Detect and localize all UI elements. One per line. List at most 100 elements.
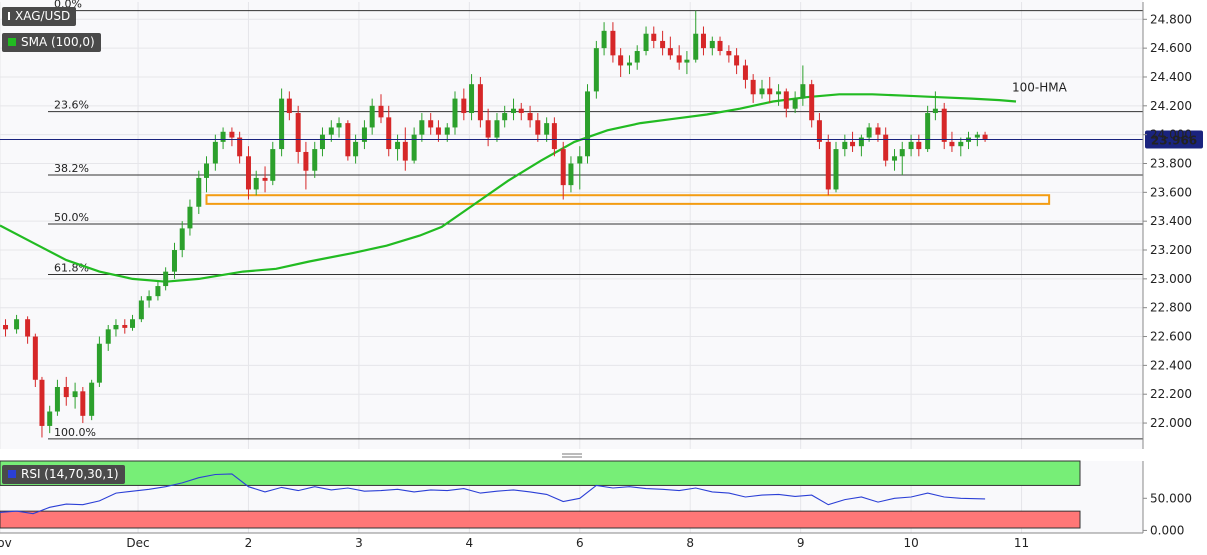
candle <box>80 386 86 424</box>
candle-body <box>544 123 550 135</box>
symbol-badge[interactable]: XAG/USD <box>2 7 77 26</box>
candle <box>551 117 557 157</box>
candle <box>245 146 251 200</box>
rsi-badge[interactable]: RSI (14,70,30,1) <box>2 465 125 484</box>
candle <box>759 79 765 99</box>
candle-body <box>759 88 765 95</box>
rsi-overbought-zone <box>0 460 1081 486</box>
candle-body <box>560 149 566 186</box>
candle-body <box>908 141 914 150</box>
candle-body <box>792 98 798 109</box>
candle-body <box>3 324 9 330</box>
candle-body <box>353 141 359 157</box>
candle-body <box>196 177 202 207</box>
candle-body <box>925 113 931 150</box>
candle-body <box>593 48 599 92</box>
candle-body <box>618 55 624 66</box>
price-tick-label: 23.400 <box>1150 214 1192 228</box>
sma-badge[interactable]: SMA (100,0) <box>2 33 101 52</box>
candle-body <box>535 120 541 135</box>
price-y-axis: 22.000 22.200 22.400 22.600 22.800 23.000 23.2… <box>1142 2 1192 449</box>
candle <box>179 221 185 258</box>
candle-body <box>700 33 706 49</box>
candle <box>809 79 815 128</box>
candle-body <box>361 127 367 142</box>
candle <box>262 166 268 193</box>
fib-label: 100.0% <box>54 426 96 439</box>
candle <box>866 123 872 142</box>
candle <box>286 91 292 121</box>
candle-body <box>502 113 508 121</box>
candle <box>54 379 60 416</box>
candle <box>684 51 690 75</box>
candle <box>113 319 119 337</box>
candle-body <box>941 108 947 142</box>
symbol-swatch-icon <box>8 12 10 20</box>
candle <box>279 88 285 157</box>
candle <box>932 91 938 121</box>
candle-body <box>850 141 856 147</box>
candle-body <box>809 84 815 121</box>
candle <box>229 127 235 147</box>
price-tick-label: 24.200 <box>1150 99 1192 113</box>
candle-body <box>105 329 111 344</box>
candle-body <box>369 105 375 128</box>
price-tick-label: 22.800 <box>1150 301 1192 315</box>
price-tick-label: 23.000 <box>1150 272 1192 286</box>
rsi-tick-label: 0.000 <box>1150 523 1184 537</box>
candle <box>982 131 988 142</box>
candle-body <box>54 386 60 412</box>
candle <box>850 131 856 152</box>
candle <box>626 55 632 75</box>
candle-body <box>130 319 136 328</box>
time-tick-label: Dec <box>126 536 149 550</box>
time-tick-label: 2 <box>245 536 253 550</box>
current-price-label: 23.966 <box>1151 134 1197 148</box>
candle-body <box>866 127 872 138</box>
price-tick-label: 23.800 <box>1150 156 1192 170</box>
time-tick-label: 4 <box>466 536 474 550</box>
time-tick-label: 11 <box>1014 536 1029 550</box>
candle-body <box>899 149 905 157</box>
candle-body <box>601 30 607 49</box>
candle-body <box>113 324 119 330</box>
panel-resize-handle[interactable] <box>562 453 582 458</box>
time-tick-label: 6 <box>576 536 584 550</box>
candle <box>742 59 748 89</box>
candle-body <box>319 134 325 150</box>
candle-body <box>551 123 557 150</box>
candle-body <box>220 131 226 142</box>
candle-body <box>336 123 342 128</box>
candle-body <box>916 141 922 150</box>
candle-body <box>428 120 434 128</box>
candle <box>204 156 210 193</box>
candle-body <box>949 141 955 147</box>
candle-body <box>892 156 898 161</box>
candle <box>560 141 566 200</box>
candle <box>163 267 169 291</box>
candle-body <box>750 79 756 95</box>
candle-body <box>643 33 649 52</box>
candle-body <box>303 151 309 171</box>
candle <box>667 36 673 60</box>
price-tick-label: 24.000 <box>1150 128 1192 142</box>
candle <box>577 146 583 190</box>
candle <box>875 123 881 142</box>
candle <box>535 113 541 142</box>
price-tick-label: 22.400 <box>1150 358 1192 372</box>
candle <box>444 123 450 142</box>
rsi-tick-label: 50.000 <box>1150 491 1192 505</box>
candle <box>253 170 259 196</box>
candle-body <box>444 127 450 135</box>
candle-body <box>286 98 292 114</box>
sma-swatch-icon <box>8 38 16 46</box>
candle <box>452 91 458 135</box>
sma-legend-label: SMA (100,0) <box>21 35 95 49</box>
candle-body <box>262 177 268 181</box>
candle <box>776 84 782 106</box>
candle-body <box>461 98 467 114</box>
candle <box>122 319 128 334</box>
fib-label: 23.6% <box>54 99 89 112</box>
candle-body <box>825 141 831 190</box>
